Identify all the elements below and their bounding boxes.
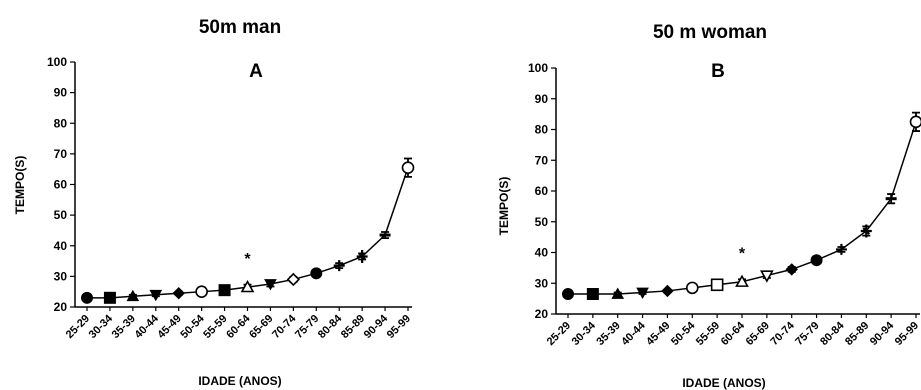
x-tick-label: 90-94 [362,312,391,341]
data-point [586,288,599,301]
chart-title: 50m man [199,17,281,38]
x-tick-label: 30-34 [570,319,599,348]
x-tick-label: 95-99 [385,313,413,341]
y-tick-label: 100 [47,55,67,69]
data-point [356,249,368,263]
y-tick-label: 20 [54,300,68,314]
data-point [149,289,163,302]
x-tick-label: 80-84 [316,312,345,341]
series-line [87,167,409,299]
data-point [264,279,277,291]
x-tick-label: 50-54 [669,319,698,348]
series-line [568,121,917,295]
x-tick-label: 85-89 [339,313,367,341]
data-point [909,115,921,129]
x-axis-label: IDADE (ANOS) [198,374,281,388]
x-tick-label: 45-49 [644,320,672,348]
y-tick-label: 90 [54,86,68,100]
x-tick-label: 90-94 [868,319,897,348]
x-tick-label: 70-74 [768,319,797,348]
x-tick-label: 30-34 [87,312,116,341]
data-point [835,243,847,255]
data-point [810,254,823,267]
data-point [240,279,255,293]
y-axis-label: TEMPO(S) [497,177,511,236]
data-point [735,274,749,287]
y-tick-label: 90 [535,92,549,106]
data-point [710,278,724,292]
x-tick-label: 25-29 [545,320,573,348]
data-point [562,288,574,301]
x-tick-label: 40-44 [133,312,162,341]
data-point [636,287,649,300]
significance-asterisk: * [244,251,251,268]
y-tick-label: 40 [54,239,68,253]
x-tick-label: 45-49 [155,313,183,341]
y-tick-label: 40 [535,246,549,260]
data-point [785,263,798,276]
x-tick-label: 40-44 [619,319,648,348]
data-point [218,284,231,297]
panel-label: A [249,61,263,82]
data-point [333,260,345,272]
x-tick-label: 50-54 [178,312,207,341]
chart-panel-b: 50 m woman B TEMPO(S) IDADE (ANOS) 20 30 4… [497,22,921,390]
data-point [685,281,699,295]
x-tick-label: 75-79 [293,313,321,341]
x-tick-label: 60-64 [224,312,253,341]
data-point [310,267,323,280]
data-point [286,272,300,287]
data-point [611,287,625,299]
x-tick-label: 75-79 [793,320,821,348]
x-axis-label: IDADE (ANOS) [682,376,765,390]
x-tick-label: 55-59 [201,313,229,341]
significance-asterisk: * [739,246,746,263]
x-tick-label: 55-59 [694,320,722,348]
y-tick-label: 70 [54,147,68,161]
data-point [860,224,872,238]
x-tick-label: 25-29 [64,313,92,341]
y-tick-label: 60 [54,178,68,192]
data-point [103,291,116,304]
data-point [126,289,140,302]
y-tick-label: 30 [535,276,549,290]
data-point [661,284,674,298]
y-tick-label: 60 [535,184,549,198]
data-point [401,161,415,174]
chart-title: 50 m woman [653,22,767,43]
y-tick-label: 20 [535,307,549,321]
y-tick-label: 50 [54,208,68,222]
x-tick-label: 70-74 [270,312,299,341]
y-tick-label: 100 [528,61,548,75]
y-tick-label: 50 [535,215,549,229]
y-tick-label: 80 [535,123,549,137]
x-tick-label: 65-69 [247,313,275,341]
x-tick-label: 35-39 [594,320,622,348]
x-tick-label: 80-84 [818,319,847,348]
y-tick-label: 80 [54,116,68,130]
x-tick-label: 95-99 [893,320,921,348]
y-tick-label: 30 [54,269,68,283]
data-point [81,291,93,304]
data-point [172,287,185,300]
data-point [759,270,774,283]
chart-panel-a: 50m man A TEMPO(S) IDADE (ANOS) 20 30 40 50… [13,17,415,388]
panel-label: B [711,61,725,82]
y-tick-label: 70 [535,153,549,167]
y-axis-label: TEMPO(S) [13,156,27,215]
x-tick-label: 85-89 [843,320,871,348]
data-point [195,285,208,298]
x-tick-label: 35-39 [110,313,138,341]
x-tick-label: 65-69 [744,320,772,348]
x-tick-label: 60-64 [719,319,748,348]
